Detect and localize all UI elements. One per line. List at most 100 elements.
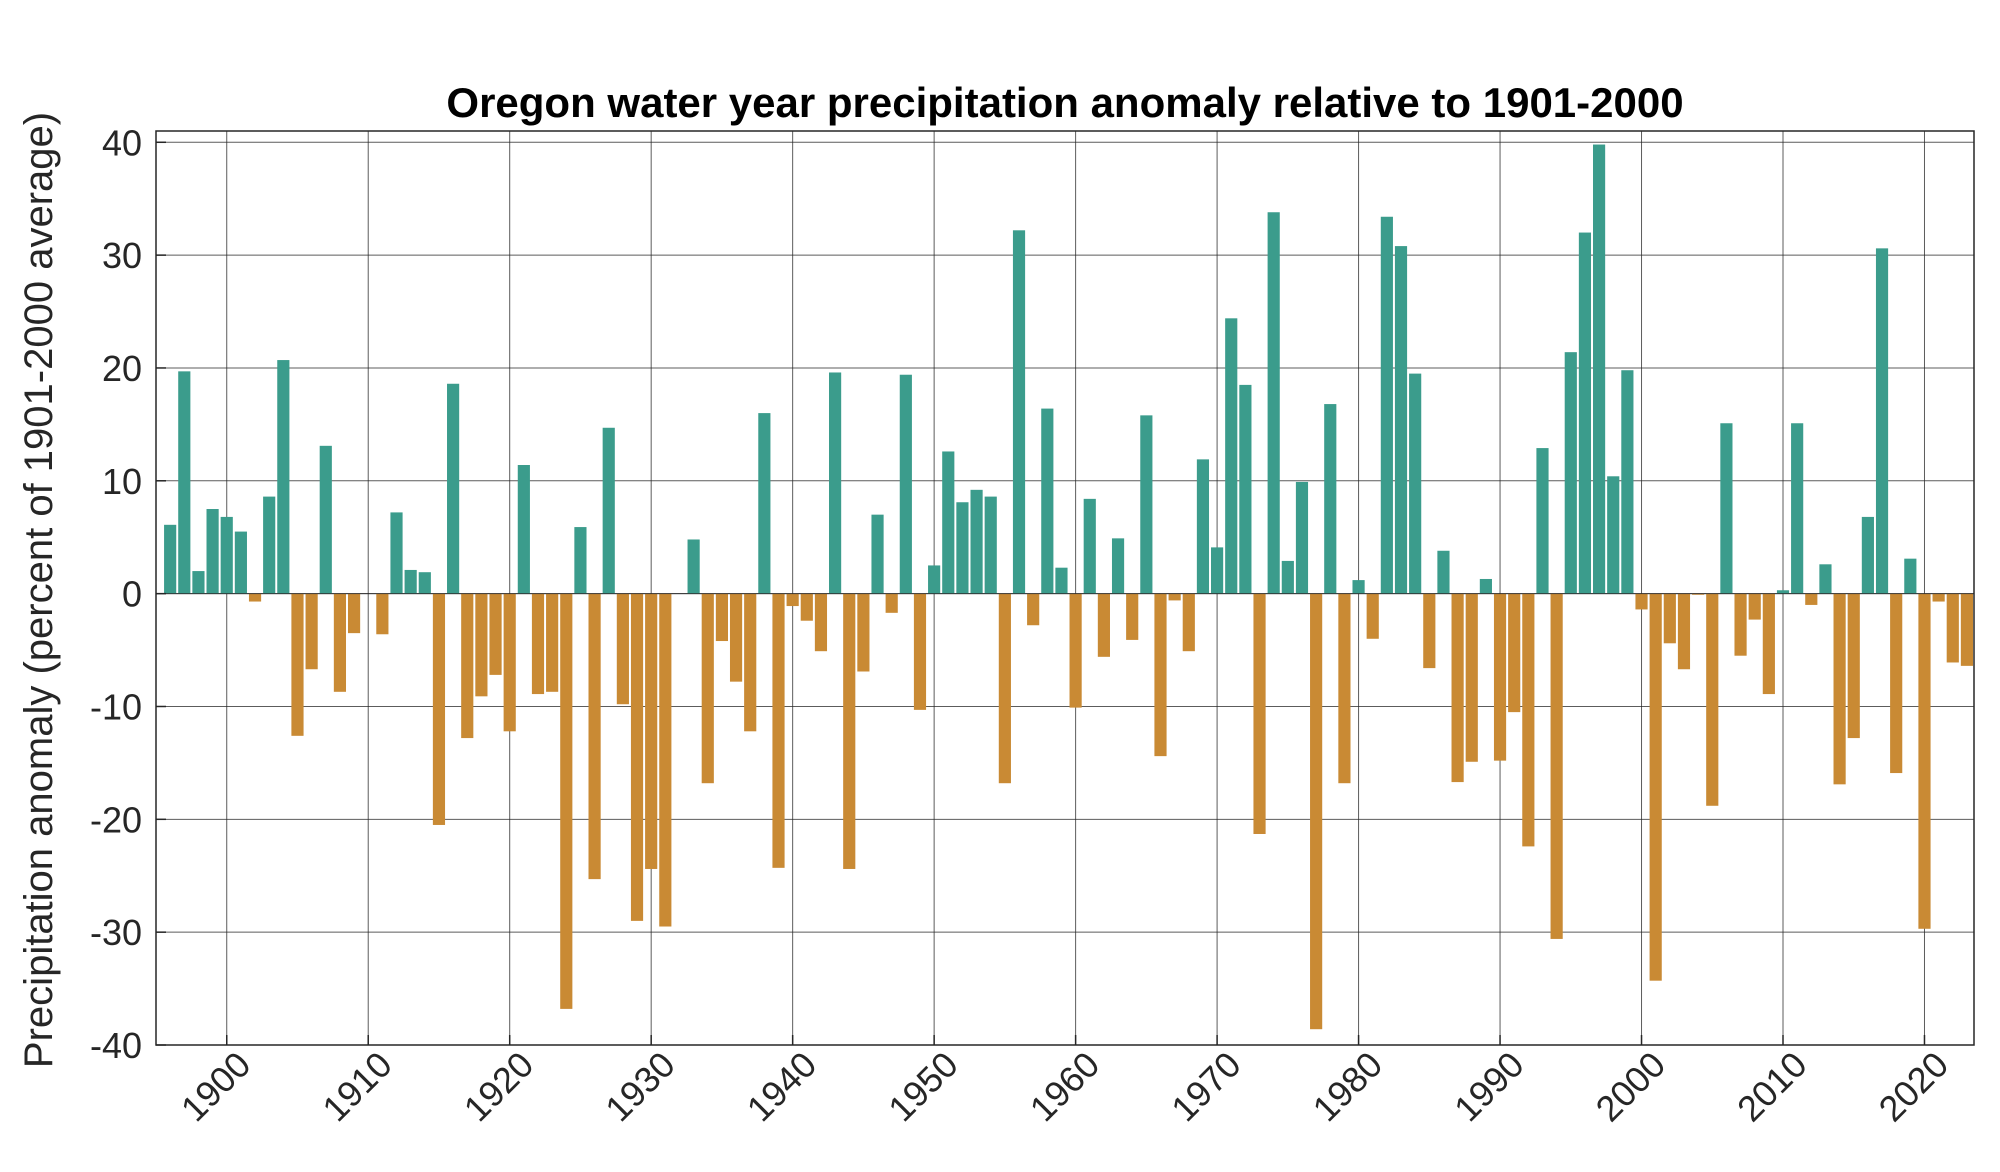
y-tick-label: -20	[90, 799, 142, 840]
bar-1896	[164, 524, 177, 594]
y-tick-label: 40	[102, 122, 142, 163]
bar-1956	[1012, 230, 1026, 594]
bar-1928	[616, 593, 629, 705]
bar-1911	[376, 593, 389, 635]
bar-1950	[928, 565, 941, 594]
y-axis-label: Precipitation anomaly (percent of 1901-2…	[17, 112, 61, 1068]
bar-1905	[291, 593, 304, 736]
bar-1926	[588, 593, 601, 880]
bar-1949	[913, 593, 927, 710]
bar-1980	[1352, 580, 1365, 594]
bar-2008	[1748, 593, 1761, 620]
y-tick-label: 20	[102, 348, 142, 389]
bar-1938	[758, 413, 771, 594]
x-tick-label: 1970	[1163, 1044, 1249, 1130]
bar-1954	[984, 496, 997, 594]
y-tick-label: 30	[102, 235, 142, 276]
bar-1974	[1267, 212, 1280, 594]
x-tick-label: 1920	[456, 1044, 542, 1130]
bar-1914	[418, 572, 431, 594]
bar-1916	[447, 383, 460, 594]
bar-1978	[1324, 404, 1337, 594]
bar-1921	[517, 465, 530, 594]
bar-2015	[1847, 593, 1860, 739]
bar-1976	[1295, 481, 1309, 594]
bar-1982	[1380, 216, 1393, 594]
bar-2010	[1776, 590, 1790, 594]
bar-1908	[333, 593, 347, 692]
bar-1947	[885, 593, 898, 613]
chart-title: Oregon water year precipitation anomaly …	[446, 79, 1683, 126]
bar-1984	[1409, 373, 1422, 594]
bar-2017	[1875, 248, 1889, 594]
bar-2001	[1649, 593, 1662, 981]
bar-1904	[277, 360, 290, 594]
bar-1998	[1607, 476, 1620, 594]
bar-1973	[1253, 593, 1266, 834]
bar-1943	[829, 372, 842, 594]
bar-2004	[1692, 593, 1705, 595]
bar-2023	[1960, 593, 1974, 666]
bar-1952	[956, 502, 969, 594]
bar-1951	[942, 451, 955, 594]
bar-1983	[1394, 246, 1408, 594]
bar-1979	[1338, 593, 1351, 784]
bar-1901	[234, 531, 247, 594]
bar-1991	[1508, 593, 1521, 713]
bar-1940	[786, 593, 799, 607]
bar-1993	[1536, 448, 1549, 594]
x-tick-label: 2020	[1871, 1044, 1957, 1130]
bar-1953	[970, 489, 983, 594]
bar-2000	[1635, 593, 1648, 610]
bar-2020	[1918, 593, 1931, 929]
bar-1930	[645, 593, 658, 869]
x-tick-label: 1930	[597, 1044, 683, 1130]
bar-1929	[630, 593, 644, 921]
bar-1937	[744, 593, 757, 732]
bar-2018	[1890, 593, 1903, 774]
bar-1977	[1310, 593, 1323, 1030]
bar-1955	[998, 593, 1011, 784]
y-tick-label: 10	[102, 461, 142, 502]
bar-2021	[1932, 593, 1945, 602]
bar-1902	[248, 593, 262, 602]
x-tick-label: 2000	[1588, 1044, 1674, 1130]
bar-1968	[1182, 593, 1195, 652]
bar-1992	[1522, 593, 1535, 847]
bar-1999	[1621, 370, 1634, 594]
bar-2002	[1663, 593, 1676, 644]
bar-1996	[1578, 232, 1592, 594]
bar-2003	[1677, 593, 1691, 670]
bar-1971	[1225, 318, 1238, 594]
bar-1961	[1083, 498, 1096, 594]
bar-1990	[1493, 593, 1507, 761]
plot-frame	[155, 130, 1975, 1046]
bar-1906	[305, 593, 318, 670]
bar-1941	[800, 593, 813, 621]
bar-1897	[178, 371, 191, 594]
bar-1942	[814, 593, 828, 652]
bar-2016	[1861, 516, 1874, 594]
bar-1975	[1281, 560, 1294, 594]
bar-1925	[574, 527, 587, 594]
bar-1963	[1111, 538, 1125, 594]
bar-1988	[1465, 593, 1478, 762]
x-tick-label: 1900	[173, 1044, 259, 1130]
x-tick-label: 2010	[1729, 1044, 1815, 1130]
bar-1986	[1437, 550, 1450, 594]
bar-2006	[1720, 423, 1733, 594]
bar-1959	[1055, 567, 1068, 594]
bar-1957	[1027, 593, 1040, 626]
bar-1918	[475, 593, 488, 697]
bar-1931	[659, 593, 672, 927]
y-tick-label: -40	[90, 1025, 142, 1066]
y-tick-label: -30	[90, 912, 142, 953]
bar-1912	[390, 512, 403, 594]
bar-1962	[1097, 593, 1110, 657]
y-tick-labels: -40 -30 -20 -10 0 10 20 30 40	[90, 122, 166, 1066]
bar-1899	[206, 509, 219, 594]
bar-1958	[1041, 408, 1054, 594]
bar-1898	[192, 571, 205, 594]
bars	[164, 144, 1974, 1030]
